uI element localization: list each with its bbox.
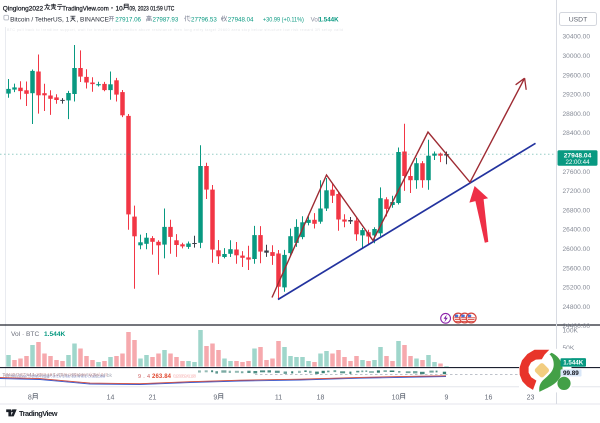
svg-text:9: 9	[213, 395, 217, 402]
svg-text:27917.06: 27917.06	[115, 17, 141, 24]
svg-text:30400.00: 30400.00	[563, 34, 591, 41]
svg-text:19423 0.82 44.1 2083 19 1.2 0.: 19423 0.82 44.1 2083 19 1.2 0.8 crossove…	[3, 372, 107, 377]
svg-text:29200.00: 29200.00	[563, 92, 591, 99]
svg-text:9: 9	[445, 395, 449, 402]
svg-text:23: 23	[527, 395, 535, 402]
svg-text:21: 21	[149, 395, 157, 402]
svg-text:BTC pull back to trendline sup: BTC pull back to trendline support, wait…	[7, 28, 343, 32]
svg-text:263.84: 263.84	[152, 374, 172, 380]
svg-text:27948.04: 27948.04	[564, 152, 592, 159]
svg-text:, BINANCE: , BINANCE	[76, 17, 109, 24]
svg-text:0.12 0.08 2.41 1.98: 0.12 0.08 2.41 1.98	[173, 374, 196, 379]
svg-text:+30.99 (+0.11%): +30.99 (+0.11%)	[263, 17, 304, 24]
svg-text:1.544K: 1.544K	[563, 360, 583, 367]
svg-text:26400.00: 26400.00	[563, 227, 591, 234]
svg-text:30000.00: 30000.00	[563, 53, 591, 60]
svg-text:27200.00: 27200.00	[563, 188, 591, 195]
svg-text:09, 2023 01:59 UTC: 09, 2023 01:59 UTC	[129, 5, 174, 12]
svg-text:29600.00: 29600.00	[563, 72, 591, 79]
svg-text:28800.00: 28800.00	[563, 111, 591, 118]
svg-text:100K: 100K	[563, 327, 579, 334]
svg-text:18: 18	[317, 395, 325, 402]
svg-text:28400.00: 28400.00	[563, 130, 591, 137]
svg-text:10: 10	[392, 395, 400, 402]
svg-text:50K: 50K	[563, 345, 575, 352]
svg-text:99.89: 99.89	[563, 370, 579, 377]
svg-text:USDT: USDT	[569, 17, 588, 24]
svg-text:1.544K: 1.544K	[319, 17, 339, 24]
svg-text:Qinglong2022: Qinglong2022	[3, 5, 44, 12]
svg-text:TradingView.com: TradingView.com	[62, 5, 109, 12]
svg-text:27987.93: 27987.93	[153, 17, 179, 24]
svg-text:8: 8	[28, 395, 32, 402]
svg-text:16: 16	[485, 395, 493, 402]
svg-text:27600.00: 27600.00	[563, 169, 591, 176]
svg-text:14: 14	[107, 395, 115, 402]
svg-text:26000.00: 26000.00	[563, 246, 591, 253]
svg-text:1.544K: 1.544K	[44, 331, 66, 338]
svg-text:26800.00: 26800.00	[563, 207, 591, 214]
svg-text:12 26 close 9 EMA EMA 0.44 1.9: 12 26 close 9 EMA EMA 0.44 1.98 22.4 6.1…	[5, 374, 105, 379]
svg-text:27948.04: 27948.04	[228, 17, 254, 24]
svg-text:9.4: 9.4	[138, 374, 150, 380]
svg-text:Bitcoin / TetherUS, 1: Bitcoin / TetherUS, 1	[10, 17, 70, 24]
svg-text:22:00:44: 22:00:44	[565, 159, 590, 166]
svg-text:24800.00: 24800.00	[563, 304, 591, 311]
svg-text:10: 10	[116, 5, 124, 12]
svg-text:TradingView: TradingView	[19, 409, 58, 418]
svg-text:25200.00: 25200.00	[563, 285, 591, 292]
svg-text:25600.00: 25600.00	[563, 265, 591, 272]
svg-text:11: 11	[275, 395, 282, 402]
svg-text:Vol · BTC: Vol · BTC	[11, 331, 39, 338]
svg-text:Vol: Vol	[311, 17, 320, 24]
svg-text:27796.53: 27796.53	[191, 17, 217, 24]
svg-text:24400.00: 24400.00	[563, 323, 591, 330]
svg-text:Tdnvbl.bL2=Mwclogg=S=Ditm dSal: Tdnvbl.bL2=Mwclogg=S=Ditm dSaldwl v.3g a…	[2, 373, 113, 379]
